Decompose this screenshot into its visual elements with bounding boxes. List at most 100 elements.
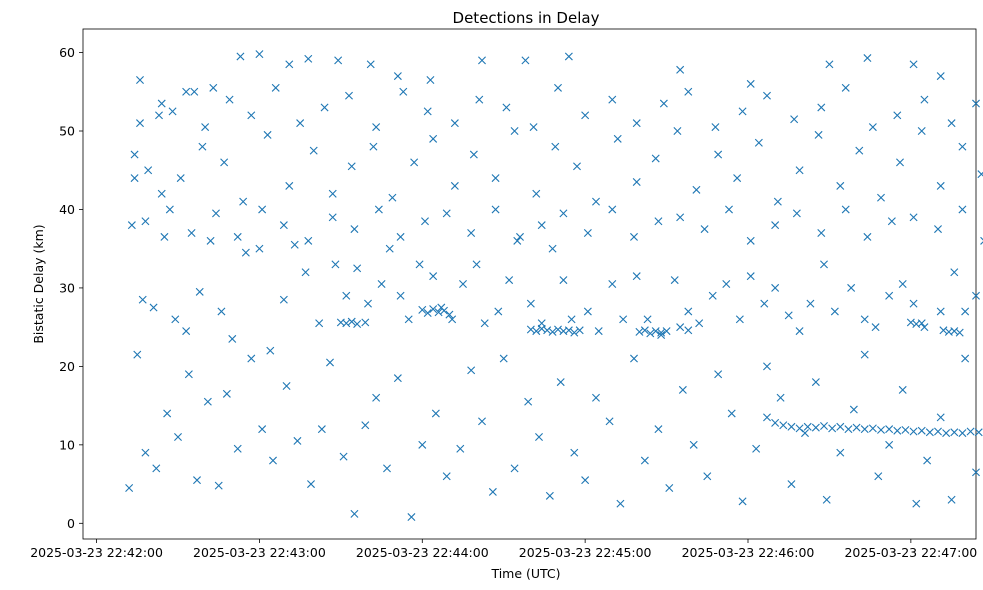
- data-point: [860, 425, 869, 434]
- data-point: [184, 370, 193, 379]
- data-point: [290, 240, 299, 249]
- data-point: [830, 307, 839, 316]
- data-point: [163, 409, 172, 418]
- data-point: [513, 236, 522, 245]
- data-point: [934, 225, 942, 234]
- data-point: [980, 236, 983, 245]
- data-point: [820, 260, 828, 269]
- data-point: [936, 307, 945, 316]
- data-point: [958, 205, 967, 214]
- data-point: [714, 150, 723, 159]
- data-point: [372, 393, 381, 402]
- data-point: [423, 309, 432, 318]
- data-point: [570, 328, 579, 337]
- data-point: [434, 308, 443, 317]
- data-point: [670, 276, 679, 285]
- data-point: [947, 119, 956, 128]
- x-tick-label: 2025-03-23 22:42:00: [30, 545, 163, 560]
- data-point: [168, 107, 177, 116]
- data-point: [342, 319, 351, 328]
- data-point: [877, 425, 885, 434]
- data-point: [763, 362, 771, 371]
- data-point: [212, 209, 220, 218]
- data-point: [972, 99, 980, 108]
- data-point: [478, 56, 486, 65]
- data-point: [654, 425, 663, 434]
- data-point: [820, 422, 828, 431]
- data-point: [619, 315, 628, 324]
- data-point: [526, 299, 535, 308]
- data-point: [695, 319, 704, 328]
- data-point: [703, 472, 712, 481]
- data-point: [651, 327, 660, 336]
- data-point: [912, 499, 921, 508]
- data-point: [559, 276, 568, 285]
- data-point: [138, 295, 147, 304]
- data-point: [448, 315, 457, 324]
- data-point: [871, 323, 880, 332]
- data-point: [258, 425, 267, 434]
- data-point: [885, 425, 894, 434]
- data-point: [909, 60, 918, 69]
- data-point: [171, 315, 180, 324]
- data-point: [478, 417, 486, 426]
- data-point: [255, 244, 264, 253]
- data-point: [632, 272, 641, 281]
- y-tick-label: 20: [59, 359, 75, 374]
- data-point: [822, 495, 831, 504]
- data-point: [554, 83, 562, 92]
- data-point: [431, 409, 440, 418]
- data-point: [505, 276, 514, 285]
- data-point: [157, 99, 166, 108]
- data-point: [385, 244, 394, 253]
- data-point: [608, 280, 617, 288]
- x-axis-label: Time (UTC): [490, 566, 560, 581]
- data-point: [836, 448, 845, 457]
- data-point: [255, 50, 264, 59]
- data-point: [440, 306, 448, 315]
- data-point: [787, 422, 796, 431]
- data-point: [393, 72, 402, 81]
- y-axis-label: Bistatic Delay (km): [31, 224, 46, 343]
- data-point: [909, 427, 918, 436]
- data-point: [347, 162, 356, 171]
- data-point: [415, 260, 424, 269]
- data-point: [144, 166, 153, 175]
- data-point: [203, 397, 212, 406]
- data-point: [516, 232, 524, 241]
- data-point: [961, 354, 970, 363]
- data-point: [350, 225, 359, 234]
- data-point: [266, 346, 275, 355]
- data-point: [936, 413, 945, 422]
- data-point: [353, 264, 362, 273]
- data-point: [488, 487, 497, 496]
- data-point: [350, 509, 359, 518]
- data-point: [410, 158, 419, 167]
- data-point: [803, 422, 812, 431]
- data-point: [689, 440, 698, 449]
- data-point: [442, 209, 451, 218]
- data-point: [499, 354, 508, 363]
- data-point: [214, 481, 223, 490]
- data-point: [942, 429, 951, 438]
- data-point: [771, 283, 780, 292]
- data-point: [909, 299, 918, 308]
- data-point: [285, 60, 294, 69]
- data-point: [776, 393, 785, 402]
- data-point: [863, 54, 872, 63]
- data-point: [535, 433, 543, 441]
- data-point: [345, 91, 353, 100]
- data-point: [532, 189, 541, 198]
- data-point: [950, 428, 959, 437]
- data-point: [684, 326, 693, 335]
- data-point: [855, 146, 864, 155]
- data-point: [347, 317, 356, 326]
- data-point: [939, 326, 948, 335]
- data-point: [459, 280, 467, 288]
- data-point: [923, 456, 932, 465]
- data-point: [754, 138, 763, 147]
- data-point: [972, 468, 980, 477]
- data-point: [209, 83, 218, 92]
- data-point: [152, 464, 161, 473]
- data-point: [225, 95, 234, 104]
